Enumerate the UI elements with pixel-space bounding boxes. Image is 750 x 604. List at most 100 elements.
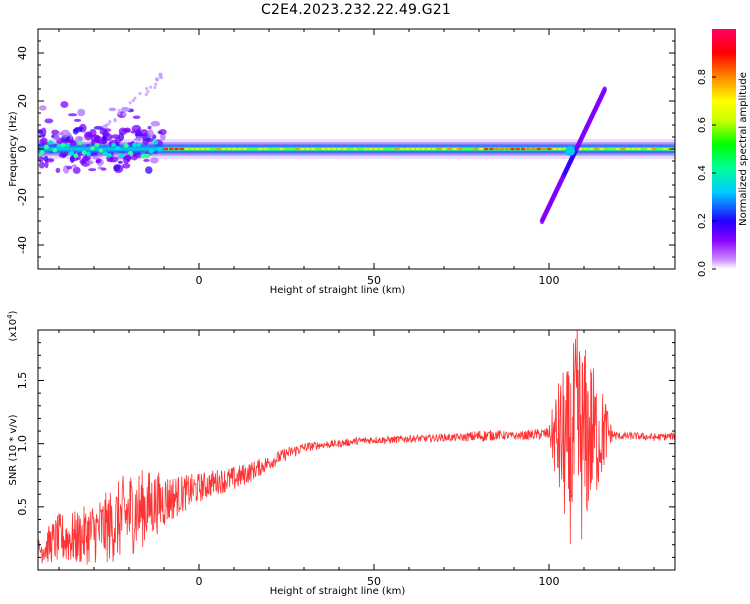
scatter-dot	[133, 96, 137, 100]
carrier-core-seg	[195, 147, 200, 151]
carrier-core-seg	[342, 147, 347, 151]
spectrogram-ytick-label: 40	[16, 46, 29, 60]
scatter-dot	[138, 91, 142, 96]
carrier-core-seg	[531, 147, 536, 151]
colorbar-tick-label: 0.0	[697, 261, 708, 277]
carrier-core-seg	[563, 147, 567, 151]
carrier-left-blob	[106, 153, 112, 158]
scatter-blob	[131, 124, 142, 133]
carrier-core-seg	[657, 147, 662, 151]
carrier-left-blob	[94, 142, 100, 148]
carrier-core-seg	[389, 147, 394, 151]
carrier-core-seg	[468, 147, 473, 151]
carrier-left-blob	[148, 148, 154, 154]
carrier-core-seg	[179, 147, 184, 151]
carrier-core-seg	[326, 147, 331, 151]
carrier-core-seg	[227, 147, 231, 151]
carrier-core-seg	[505, 147, 510, 151]
carrier-core-seg	[363, 147, 368, 151]
carrier-core-seg	[521, 147, 525, 151]
scatter-blob	[108, 107, 117, 112]
carrier-left-blob	[140, 153, 146, 159]
carrier-core-seg	[526, 147, 531, 151]
scatter-blob	[139, 129, 149, 137]
scatter-blob	[142, 138, 149, 146]
snr-ytick-label: 1.5	[16, 372, 29, 390]
carrier-core-seg	[284, 147, 289, 151]
scatter-dot	[146, 90, 150, 94]
carrier-core-seg	[174, 147, 179, 151]
scatter-blob	[38, 156, 45, 162]
scatter-blob	[85, 160, 94, 165]
spectrogram-xtick-label: 50	[367, 274, 381, 287]
scatter-blob	[85, 132, 93, 138]
carrier-left-blob	[157, 147, 163, 152]
scatter-dot	[107, 122, 111, 126]
carrier-left-blob	[90, 146, 96, 151]
colorbar-label: Normalized spectral amplitude	[738, 72, 749, 226]
carrier-left-blob	[127, 150, 133, 156]
scatter-blob	[44, 160, 49, 169]
snr-ylabel: SNR (10 * v/v)	[8, 414, 19, 485]
scatter-blob	[88, 168, 97, 172]
scatter-blob	[157, 130, 163, 135]
scatter-blob	[78, 136, 84, 140]
scatter-blob	[40, 127, 47, 137]
carrier-core-seg	[384, 147, 389, 151]
carrier-left-blob	[115, 146, 121, 151]
colorbar-tick-label: 0.6	[697, 117, 708, 133]
carrier-core-seg	[452, 147, 457, 151]
scatter-blob	[38, 161, 45, 169]
scatter-blob	[72, 129, 79, 135]
carrier-core-seg	[316, 147, 321, 151]
carrier-core-seg	[416, 147, 420, 151]
carrier-core-seg	[248, 147, 252, 151]
carrier-core-seg	[164, 147, 168, 151]
spectrogram-xtick-label: 100	[539, 274, 560, 287]
snr-panel: 0 50 100 Height of straight line (km) 0.5 1.0…	[6, 310, 676, 597]
carrier-core-seg	[431, 147, 436, 151]
carrier-left-blob	[64, 143, 70, 148]
snr-xtick-label: 50	[367, 575, 381, 588]
scatter-blob	[111, 134, 120, 139]
snr-xtick-label: 0	[196, 575, 203, 588]
scatter-blob	[57, 131, 64, 136]
carrier-core-seg	[479, 147, 483, 151]
spectrogram-xtick-label: 0	[196, 274, 203, 287]
carrier-core-seg	[547, 147, 552, 151]
snr-data	[38, 330, 675, 565]
carrier-core-seg	[269, 147, 273, 151]
scatter-blob	[79, 158, 85, 165]
carrier-core-seg	[641, 147, 646, 151]
sweep-point	[602, 86, 607, 93]
carrier-core-seg	[300, 147, 305, 151]
scatter-blob	[55, 167, 61, 173]
carrier-core-seg	[379, 147, 384, 151]
scatter-blob	[159, 132, 166, 141]
scatter-blob	[123, 155, 133, 161]
carrier-core-seg	[347, 147, 352, 151]
snr-xtick-label: 100	[539, 575, 560, 588]
scatter-blob	[124, 127, 131, 133]
carrier-core-seg	[200, 147, 205, 151]
carrier-core-seg	[169, 147, 174, 151]
carrier-core-seg	[636, 147, 641, 151]
carrier-core-seg	[510, 147, 515, 151]
scatter-blob	[95, 159, 100, 164]
carrier-core-seg	[578, 147, 583, 151]
carrier-core-seg	[253, 147, 258, 151]
carrier-core-seg	[515, 147, 520, 151]
carrier-core-seg	[190, 147, 195, 151]
scatter-dot	[113, 117, 117, 122]
scatter-blob	[143, 158, 150, 162]
carrier-core-seg	[237, 147, 242, 151]
carrier-core-seg	[557, 147, 562, 151]
carrier-left-blob	[136, 142, 142, 148]
carrier-core-seg	[305, 147, 310, 151]
figure-title: C2E4.2023.232.22.49.G21	[261, 2, 451, 18]
scatter-dot	[126, 107, 130, 111]
spectrogram-panel: 0 50 100 Height of straight line (km) -40 -20…	[8, 28, 676, 296]
scatter-blob	[66, 165, 73, 170]
carrier-core-seg	[426, 147, 431, 151]
